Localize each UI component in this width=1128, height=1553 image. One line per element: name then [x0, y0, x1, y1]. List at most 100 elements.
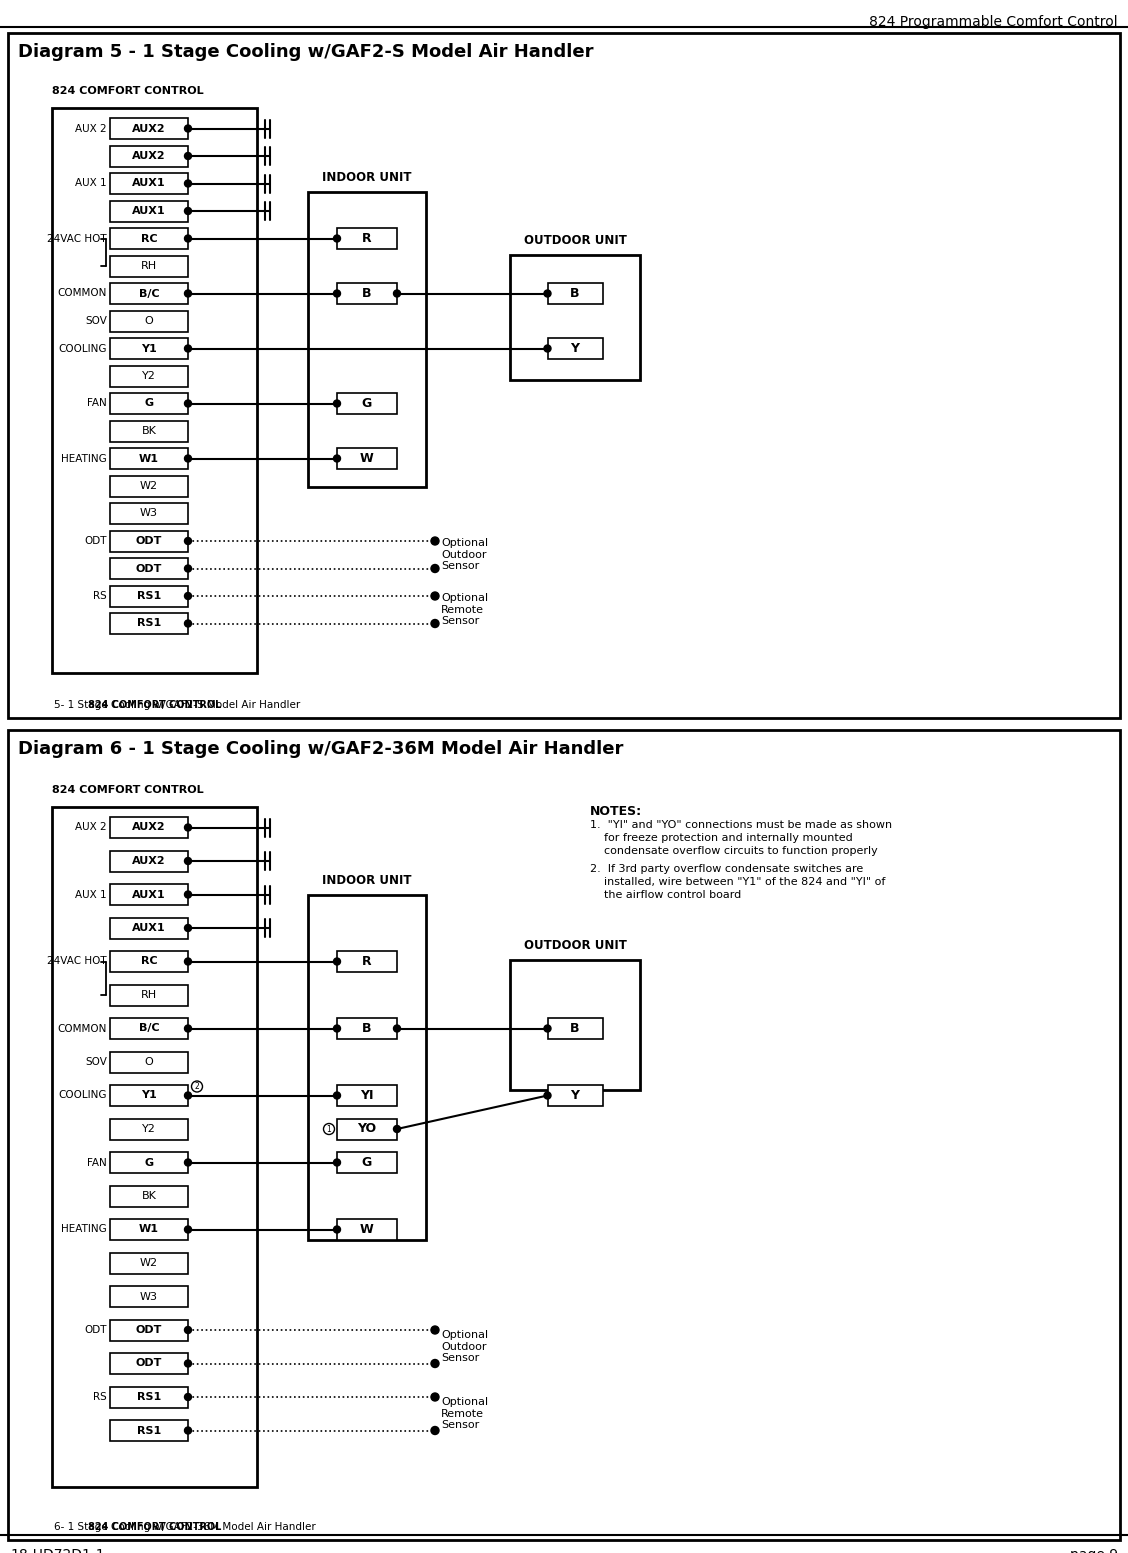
- Bar: [8, 33, 1120, 717]
- Text: YO: YO: [358, 1123, 377, 1135]
- Text: RS: RS: [94, 592, 107, 601]
- Circle shape: [185, 891, 192, 898]
- Circle shape: [185, 235, 192, 242]
- Text: 824 COMFORT CONTROL: 824 COMFORT CONTROL: [52, 85, 204, 96]
- Text: RH: RH: [141, 261, 157, 272]
- Bar: [337, 1152, 397, 1173]
- Circle shape: [185, 1360, 192, 1367]
- Circle shape: [185, 593, 192, 599]
- Bar: [111, 1353, 188, 1374]
- Text: ODT: ODT: [135, 1325, 162, 1336]
- Text: page 9: page 9: [1069, 1548, 1118, 1553]
- Text: Y: Y: [571, 342, 580, 356]
- Text: AUX1: AUX1: [132, 179, 166, 188]
- Bar: [111, 1118, 188, 1140]
- Bar: [111, 475, 188, 497]
- Text: R: R: [362, 955, 372, 968]
- Bar: [111, 503, 188, 523]
- Circle shape: [185, 401, 192, 407]
- Circle shape: [394, 1126, 400, 1132]
- Text: W: W: [360, 1224, 373, 1236]
- Circle shape: [185, 455, 192, 461]
- Text: B: B: [571, 287, 580, 300]
- Bar: [111, 146, 188, 166]
- Circle shape: [185, 857, 192, 865]
- Circle shape: [185, 345, 192, 353]
- Text: O: O: [144, 315, 153, 326]
- Text: AUX1: AUX1: [132, 207, 166, 216]
- Circle shape: [185, 208, 192, 214]
- Text: W2: W2: [140, 481, 158, 491]
- Bar: [111, 1219, 188, 1239]
- Circle shape: [185, 290, 192, 297]
- Circle shape: [431, 1326, 439, 1334]
- Bar: [52, 808, 257, 1488]
- Text: W1: W1: [139, 453, 159, 463]
- Text: 1.  "YI" and "YO" connections must be made as shown: 1. "YI" and "YO" connections must be mad…: [590, 820, 892, 829]
- Text: Diagram 6 - 1 Stage Cooling w/GAF2-36M Model Air Handler: Diagram 6 - 1 Stage Cooling w/GAF2-36M M…: [18, 739, 624, 758]
- Text: AUX 2: AUX 2: [76, 823, 107, 832]
- Bar: [510, 960, 640, 1090]
- Bar: [308, 895, 426, 1239]
- Text: AUX 1: AUX 1: [76, 890, 107, 899]
- Text: 24VAC HOT: 24VAC HOT: [47, 957, 107, 966]
- Bar: [111, 585, 188, 607]
- Text: NOTES:: NOTES:: [590, 804, 642, 818]
- Text: W2: W2: [140, 1258, 158, 1267]
- Bar: [337, 447, 397, 469]
- Text: AUX 2: AUX 2: [76, 124, 107, 134]
- Text: AUX2: AUX2: [132, 124, 166, 134]
- Circle shape: [185, 1393, 192, 1401]
- Bar: [111, 1185, 188, 1207]
- Text: Y1: Y1: [141, 343, 157, 354]
- Bar: [337, 1118, 397, 1140]
- Circle shape: [334, 455, 341, 461]
- Text: FAN: FAN: [87, 399, 107, 408]
- Text: COOLING: COOLING: [59, 343, 107, 354]
- Text: B/C: B/C: [139, 289, 159, 298]
- Circle shape: [334, 235, 341, 242]
- Circle shape: [185, 152, 192, 160]
- Text: COMMON: COMMON: [58, 1023, 107, 1033]
- Text: R: R: [362, 231, 372, 245]
- Text: INDOOR UNIT: INDOOR UNIT: [323, 874, 412, 887]
- Text: HEATING: HEATING: [61, 453, 107, 463]
- Text: SOV: SOV: [85, 315, 107, 326]
- Bar: [111, 200, 188, 222]
- Bar: [52, 109, 257, 672]
- Bar: [111, 1320, 188, 1340]
- Circle shape: [185, 1225, 192, 1233]
- Bar: [111, 311, 188, 331]
- Bar: [337, 283, 397, 304]
- Bar: [8, 730, 1120, 1541]
- Text: YI: YI: [360, 1089, 373, 1103]
- Bar: [547, 1086, 602, 1106]
- Text: 1: 1: [327, 1124, 332, 1134]
- Circle shape: [544, 345, 550, 353]
- Circle shape: [185, 180, 192, 186]
- Text: B/C: B/C: [139, 1023, 159, 1033]
- Text: Y: Y: [571, 1089, 580, 1103]
- Text: RS: RS: [94, 1391, 107, 1402]
- Bar: [111, 339, 188, 359]
- Circle shape: [431, 620, 439, 627]
- Bar: [111, 884, 188, 905]
- Text: 2: 2: [195, 1082, 200, 1092]
- Circle shape: [544, 290, 550, 297]
- Circle shape: [185, 620, 192, 627]
- Bar: [111, 1019, 188, 1039]
- Bar: [111, 172, 188, 194]
- Text: COOLING: COOLING: [59, 1090, 107, 1101]
- Text: 6- 1 Stage Cooling w/GAF2-36M Model Air Handler: 6- 1 Stage Cooling w/GAF2-36M Model Air …: [54, 1522, 316, 1531]
- Text: SOV: SOV: [85, 1058, 107, 1067]
- Text: W1: W1: [139, 1224, 159, 1235]
- Text: 2.  If 3rd party overflow condensate switches are: 2. If 3rd party overflow condensate swit…: [590, 863, 863, 874]
- Text: OUTDOOR UNIT: OUTDOOR UNIT: [523, 235, 626, 247]
- Text: ODT: ODT: [135, 1359, 162, 1368]
- Text: RS1: RS1: [136, 1391, 161, 1402]
- Text: Y1: Y1: [141, 1090, 157, 1101]
- Circle shape: [185, 537, 192, 545]
- Text: RS1: RS1: [136, 1426, 161, 1435]
- Text: W: W: [360, 452, 373, 464]
- Text: AUX 1: AUX 1: [76, 179, 107, 188]
